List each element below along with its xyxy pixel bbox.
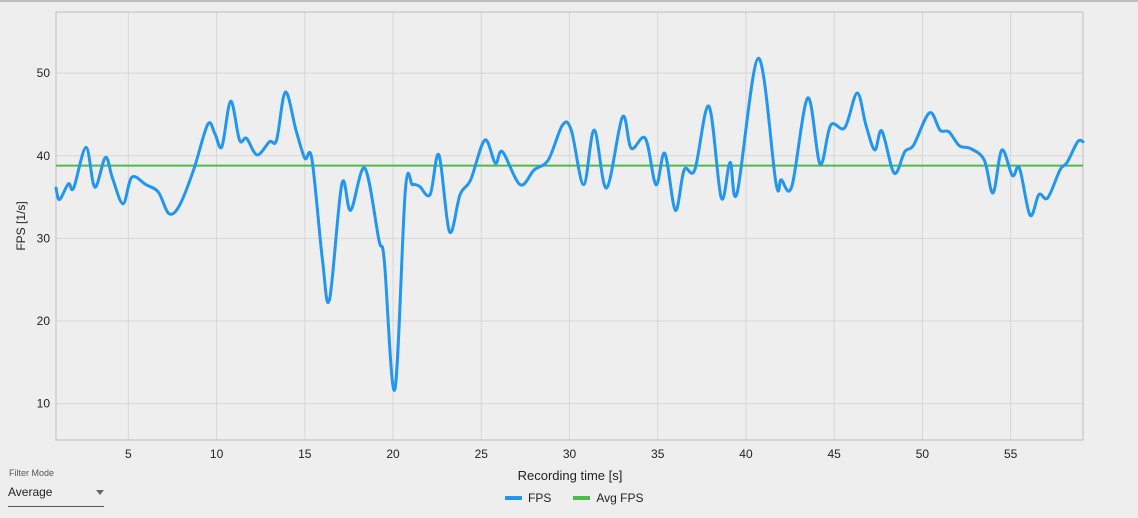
legend-item-fps[interactable]: FPS xyxy=(505,491,551,505)
y-tick-label: 30 xyxy=(37,231,51,245)
legend-label-avg-fps: Avg FPS xyxy=(596,491,644,505)
y-tick-label: 40 xyxy=(37,149,51,163)
legend-label-fps: FPS xyxy=(528,491,552,505)
fps-swatch-icon xyxy=(505,496,522,500)
x-tick-label: 10 xyxy=(210,447,224,461)
x-tick-label: 45 xyxy=(828,447,842,461)
chevron-down-icon xyxy=(96,490,104,495)
x-tick-label: 40 xyxy=(739,447,753,461)
x-tick-label: 30 xyxy=(563,447,577,461)
x-axis-label: Recording time [s] xyxy=(517,468,623,483)
y-tick-label: 10 xyxy=(37,397,51,411)
tick-labels: 5 10 15 20 25 30 35 40 45 50 55 10 20 30 40 50 xyxy=(37,66,1018,461)
x-tick-label: 35 xyxy=(651,447,665,461)
y-tick-label: 20 xyxy=(37,314,51,328)
window-top-border xyxy=(0,0,1138,2)
x-tick-label: 20 xyxy=(386,447,400,461)
y-tick-label: 50 xyxy=(37,66,51,80)
plot-border xyxy=(55,11,1084,441)
x-tick-label: 50 xyxy=(916,447,930,461)
x-tick-label: 5 xyxy=(125,447,132,461)
x-tick-label: 15 xyxy=(298,447,312,461)
grid xyxy=(56,12,1083,440)
y-axis-label: FPS [1/s] xyxy=(14,201,28,250)
filter-mode-value: Average xyxy=(8,485,53,499)
legend: FPS Avg FPS xyxy=(505,491,643,505)
avg-fps-swatch-icon xyxy=(573,496,591,500)
x-tick-label: 55 xyxy=(1004,447,1018,461)
fps-line xyxy=(54,56,1085,392)
filter-mode-label: Filter Mode xyxy=(9,468,55,478)
filter-mode-dropdown[interactable]: Average xyxy=(8,484,104,507)
legend-item-avg-fps[interactable]: Avg FPS xyxy=(573,491,643,505)
x-tick-label: 25 xyxy=(475,447,489,461)
